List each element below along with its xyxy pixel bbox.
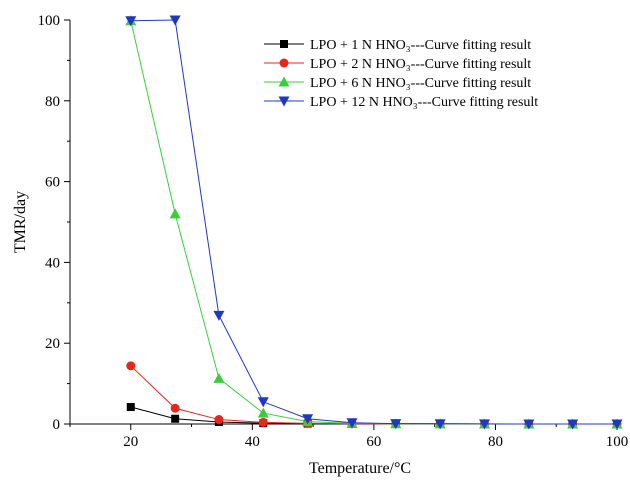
x-tick-label: 20 [123, 434, 138, 450]
legend-label: LPO + 1 N HNO₃---Curve fitting result [310, 38, 531, 53]
data-point [213, 372, 225, 383]
data-point [213, 310, 225, 321]
data-point [479, 419, 491, 430]
data-point [390, 419, 402, 430]
x-tick-label: 60 [366, 434, 381, 450]
series-4 [125, 15, 623, 430]
data-point [257, 397, 269, 408]
data-point [125, 16, 137, 27]
data-point [170, 403, 180, 413]
legend-entry: LPO + 12 N HNO₃---Curve fitting result [264, 95, 538, 110]
data-point [523, 419, 535, 430]
x-tick-label: 80 [488, 434, 503, 450]
axes: 0 20 40 60 80 100 20 40 60 80 100 [38, 13, 629, 450]
data-point [302, 414, 314, 425]
legend-marker [278, 96, 290, 107]
legend-entry: LPO + 2 N HNO₃---Curve fitting result [264, 57, 531, 72]
y-tick-label: 60 [45, 175, 60, 191]
y-axis-title: TMR/day [12, 191, 29, 253]
data-point [169, 208, 181, 219]
legend-label: LPO + 2 N HNO₃---Curve fitting result [310, 57, 531, 72]
series-layer [125, 15, 623, 430]
legend-entry: LPO + 6 N HNO₃---Curve fitting result [264, 76, 531, 91]
series-line [130, 365, 617, 425]
x-tick-label: 100 [606, 434, 629, 450]
legend-entry: LPO + 1 N HNO₃---Curve fitting result [264, 38, 531, 53]
legend-marker [278, 76, 290, 87]
data-point [214, 415, 224, 425]
data-point [434, 419, 446, 430]
data-point [611, 419, 623, 430]
y-tick-label: 20 [45, 336, 60, 352]
legend-marker [280, 40, 288, 48]
series-2 [126, 361, 622, 429]
x-axis-title: Temperature/°C [309, 460, 411, 477]
data-point [567, 419, 579, 430]
legend-marker [279, 58, 289, 68]
data-point [169, 15, 181, 26]
data-point [257, 407, 269, 418]
y-tick-label: 40 [45, 255, 60, 271]
legend-label: LPO + 12 N HNO₃---Curve fitting result [310, 95, 538, 110]
data-point [258, 417, 268, 427]
y-tick-label: 100 [38, 13, 61, 29]
data-point [126, 361, 136, 371]
x-tick-label: 40 [245, 434, 260, 450]
data-point [346, 418, 358, 429]
y-tick-label: 0 [53, 417, 61, 433]
y-tick-label: 80 [45, 94, 60, 110]
series-line [130, 19, 617, 425]
legend-label: LPO + 6 N HNO₃---Curve fitting result [310, 76, 531, 91]
data-point [171, 414, 180, 423]
data-point [126, 403, 135, 412]
legend: LPO + 1 N HNO₃---Curve fitting result LPO… [264, 38, 538, 110]
